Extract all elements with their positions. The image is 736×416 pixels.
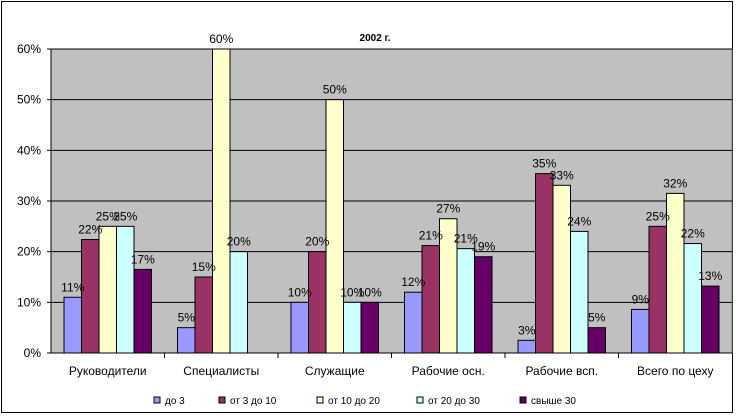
y-tick-labels: 0% 10% 20% 30% 40% 50% 60% [17,42,41,360]
y-tick-label: 50% [17,93,41,107]
axes [50,49,732,358]
y-tick-label: 60% [17,42,41,56]
data-label: 13% [698,269,722,283]
bar [631,308,650,354]
data-label: 9% [632,292,650,306]
bar [456,248,475,354]
category-label: Рабочие всп. [525,364,598,378]
y-tick-label: 20% [17,245,41,259]
legend-label: от 3 до 10 [230,396,277,407]
bar [474,256,493,354]
y-tick-label: 0% [24,346,42,360]
y-tick-label: 30% [17,194,41,208]
gridlines [47,48,732,354]
data-label: 11% [61,280,84,294]
bar [212,48,231,354]
data-label: 21% [419,229,443,243]
legend-swatch [153,396,161,404]
data-label: 35% [532,157,556,171]
data-label: 3% [518,323,536,337]
bar [116,225,135,354]
bar [587,327,606,354]
data-label: 60% [209,32,233,46]
data-label: 5% [588,311,606,325]
data-label: 10% [288,285,312,299]
bar [517,339,536,354]
legend-swatch [519,396,527,404]
bars [63,48,720,354]
category-label: Рабочие осн. [412,364,485,378]
bar [308,251,327,354]
legend-label: от 20 до 30 [428,396,480,407]
bar [535,173,554,354]
legend-label: свыше 30 [531,396,576,407]
legend: до 3 от 3 до 10 от 10 до 20 от 20 до 30 свыш… [153,396,576,407]
data-label: 12% [401,275,425,289]
data-label: 15% [192,260,216,274]
bar [404,291,423,354]
category-labels: Руководители Специалисты Служащие Рабочие о… [69,364,714,378]
y-tick-label: 40% [17,143,41,157]
bar [325,99,344,354]
bar [552,184,571,354]
data-label: 25% [96,209,120,223]
y-tick-label: 10% [17,295,41,309]
bar [177,327,196,354]
data-label: 32% [663,176,687,190]
legend-swatch [218,396,226,404]
bar [343,301,362,354]
data-label: 20% [227,235,251,249]
bar [290,301,309,354]
data-label: 10% [358,285,382,299]
category-label: Руководители [69,364,147,378]
data-label: 25% [113,209,137,223]
bar [683,243,702,354]
category-label: Специалисты [183,364,259,378]
bar [229,251,248,354]
category-label: Служащие [305,364,365,378]
data-label: 33% [550,168,574,182]
bar [63,296,82,354]
bar [98,225,117,354]
bar [648,225,667,354]
bar [570,230,589,354]
legend-swatch [416,396,424,404]
data-label: 24% [567,214,591,228]
bar [133,268,152,354]
category-label: Всего по цеху [637,364,713,378]
data-label: 19% [471,240,495,254]
legend-swatch [316,396,324,404]
legend-label: до 3 [165,396,185,407]
chart-title: 2002 г. [360,33,391,44]
bar [360,301,379,354]
bar [194,276,213,354]
data-label: 20% [305,235,329,249]
data-label: 50% [323,83,347,97]
data-label: 17% [131,252,155,266]
data-labels: 11%22%25%25%17%5%15%60%20%10%20%50%10%10… [61,32,722,337]
data-label: 22% [78,223,102,237]
data-label: 22% [681,227,705,241]
data-label: 27% [436,202,460,216]
data-label: 5% [178,311,196,325]
bar [81,239,100,354]
bar [701,285,720,354]
data-label: 21% [454,232,478,246]
bar [421,245,440,354]
data-label: 25% [646,209,670,223]
legend-label: от 10 до 20 [328,396,380,407]
data-label: 10% [340,285,364,299]
